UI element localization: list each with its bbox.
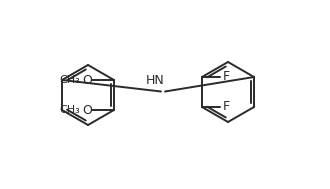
Text: F: F — [223, 70, 230, 84]
Text: CH₃: CH₃ — [60, 75, 81, 85]
Text: O: O — [82, 74, 92, 87]
Text: HN: HN — [146, 74, 164, 87]
Text: O: O — [82, 104, 92, 116]
Text: CH₃: CH₃ — [60, 105, 81, 115]
Text: F: F — [223, 101, 230, 114]
